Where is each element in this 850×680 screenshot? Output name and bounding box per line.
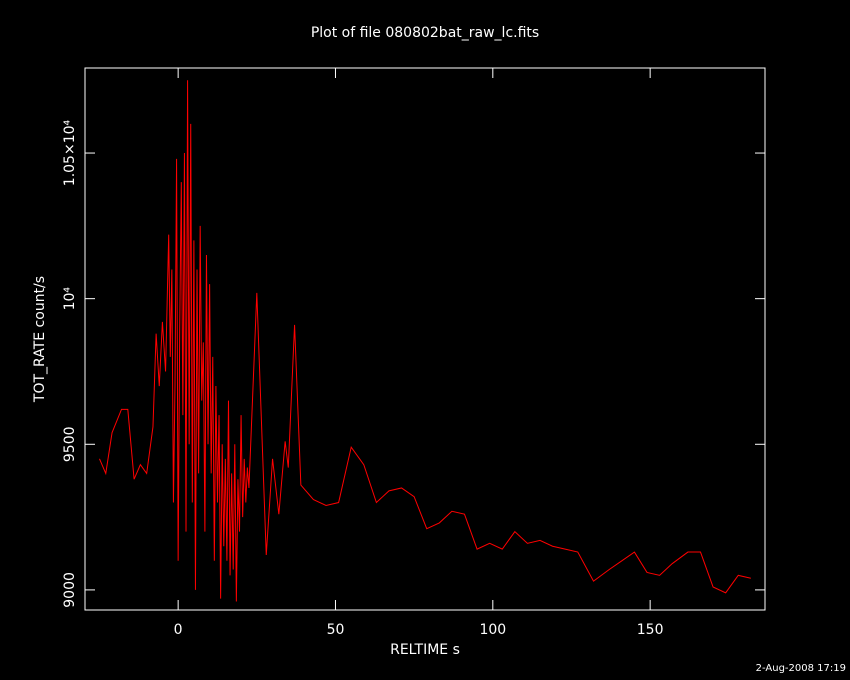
y-tick-label: 9500 bbox=[62, 426, 78, 462]
chart-title: Plot of file 080802bat_raw_lc.fits bbox=[311, 25, 539, 41]
x-tick-label: 100 bbox=[479, 622, 506, 638]
x-tick-label: 50 bbox=[327, 622, 345, 638]
y-tick-label: 1.05×10⁴ bbox=[62, 119, 78, 186]
x-tick-label: 150 bbox=[637, 622, 664, 638]
plot-frame bbox=[84, 67, 766, 611]
data-line bbox=[99, 80, 751, 602]
y-axis-label: TOT_RATE count/s bbox=[32, 276, 48, 403]
y-tick-label: 9000 bbox=[62, 572, 78, 608]
footer: 2-Aug-2008 17:19 bbox=[756, 663, 846, 674]
y-tick-label: 10⁴ bbox=[62, 287, 78, 311]
x-tick-label: 0 bbox=[174, 622, 183, 638]
x-axis-label: RELTIME s bbox=[390, 642, 460, 658]
